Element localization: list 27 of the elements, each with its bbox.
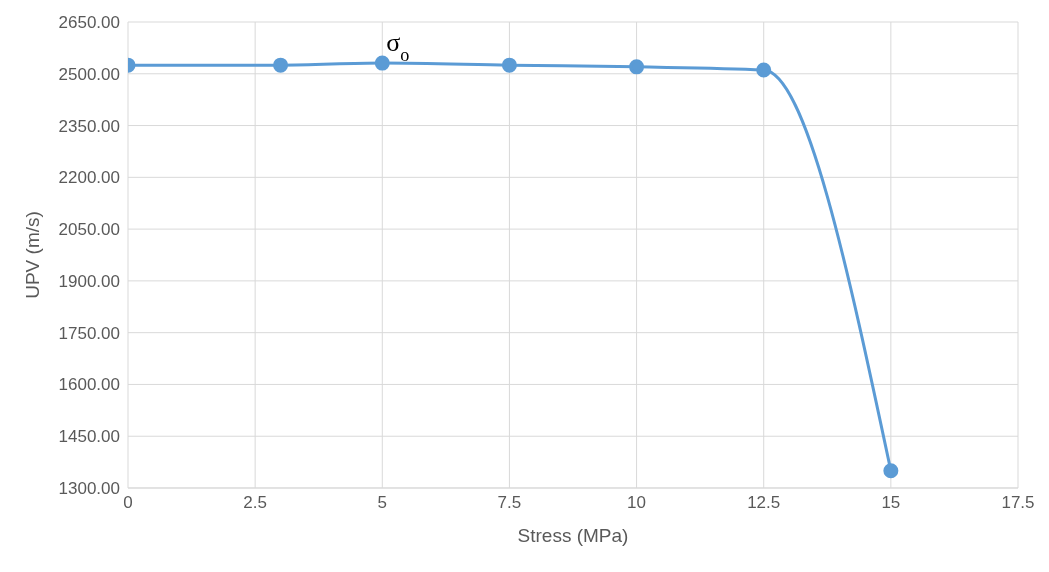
point [374, 55, 390, 71]
x-tick-label: 7.5 [497, 493, 522, 513]
point [883, 463, 899, 479]
point [273, 57, 289, 73]
x-tick-label: 12.5 [747, 493, 781, 513]
x-tick-label: 5 [377, 493, 388, 513]
y-tick-label: 2650.00 [58, 13, 120, 33]
y-tick-label: 2050.00 [58, 220, 120, 240]
y-tick-label: 1750.00 [58, 323, 120, 343]
x-axis-title: Stress (MPa) [517, 525, 629, 546]
y-tick-label: 1300.00 [58, 479, 120, 499]
point [756, 62, 772, 78]
point [501, 57, 517, 73]
x-tick-label: 2.5 [243, 493, 267, 513]
x-tick-label: 17.5 [1001, 493, 1035, 513]
y-tick-label: 1450.00 [58, 427, 120, 447]
annotation: σ$_{o}$ [386, 28, 410, 66]
x-tick-label: 0 [123, 493, 133, 513]
y-tick-label: 2350.00 [58, 116, 120, 136]
y-tick-label: 1600.00 [58, 375, 120, 395]
y-tick-label: 2500.00 [58, 64, 120, 84]
x-tick-label: 10 [627, 493, 647, 513]
y-axis-title: UPV (m/s) [21, 211, 43, 299]
y-tick-label: 1900.00 [58, 271, 120, 291]
y-tick-label: 2200.00 [58, 168, 120, 188]
point [629, 59, 645, 75]
x-tick-label: 15 [881, 493, 901, 513]
